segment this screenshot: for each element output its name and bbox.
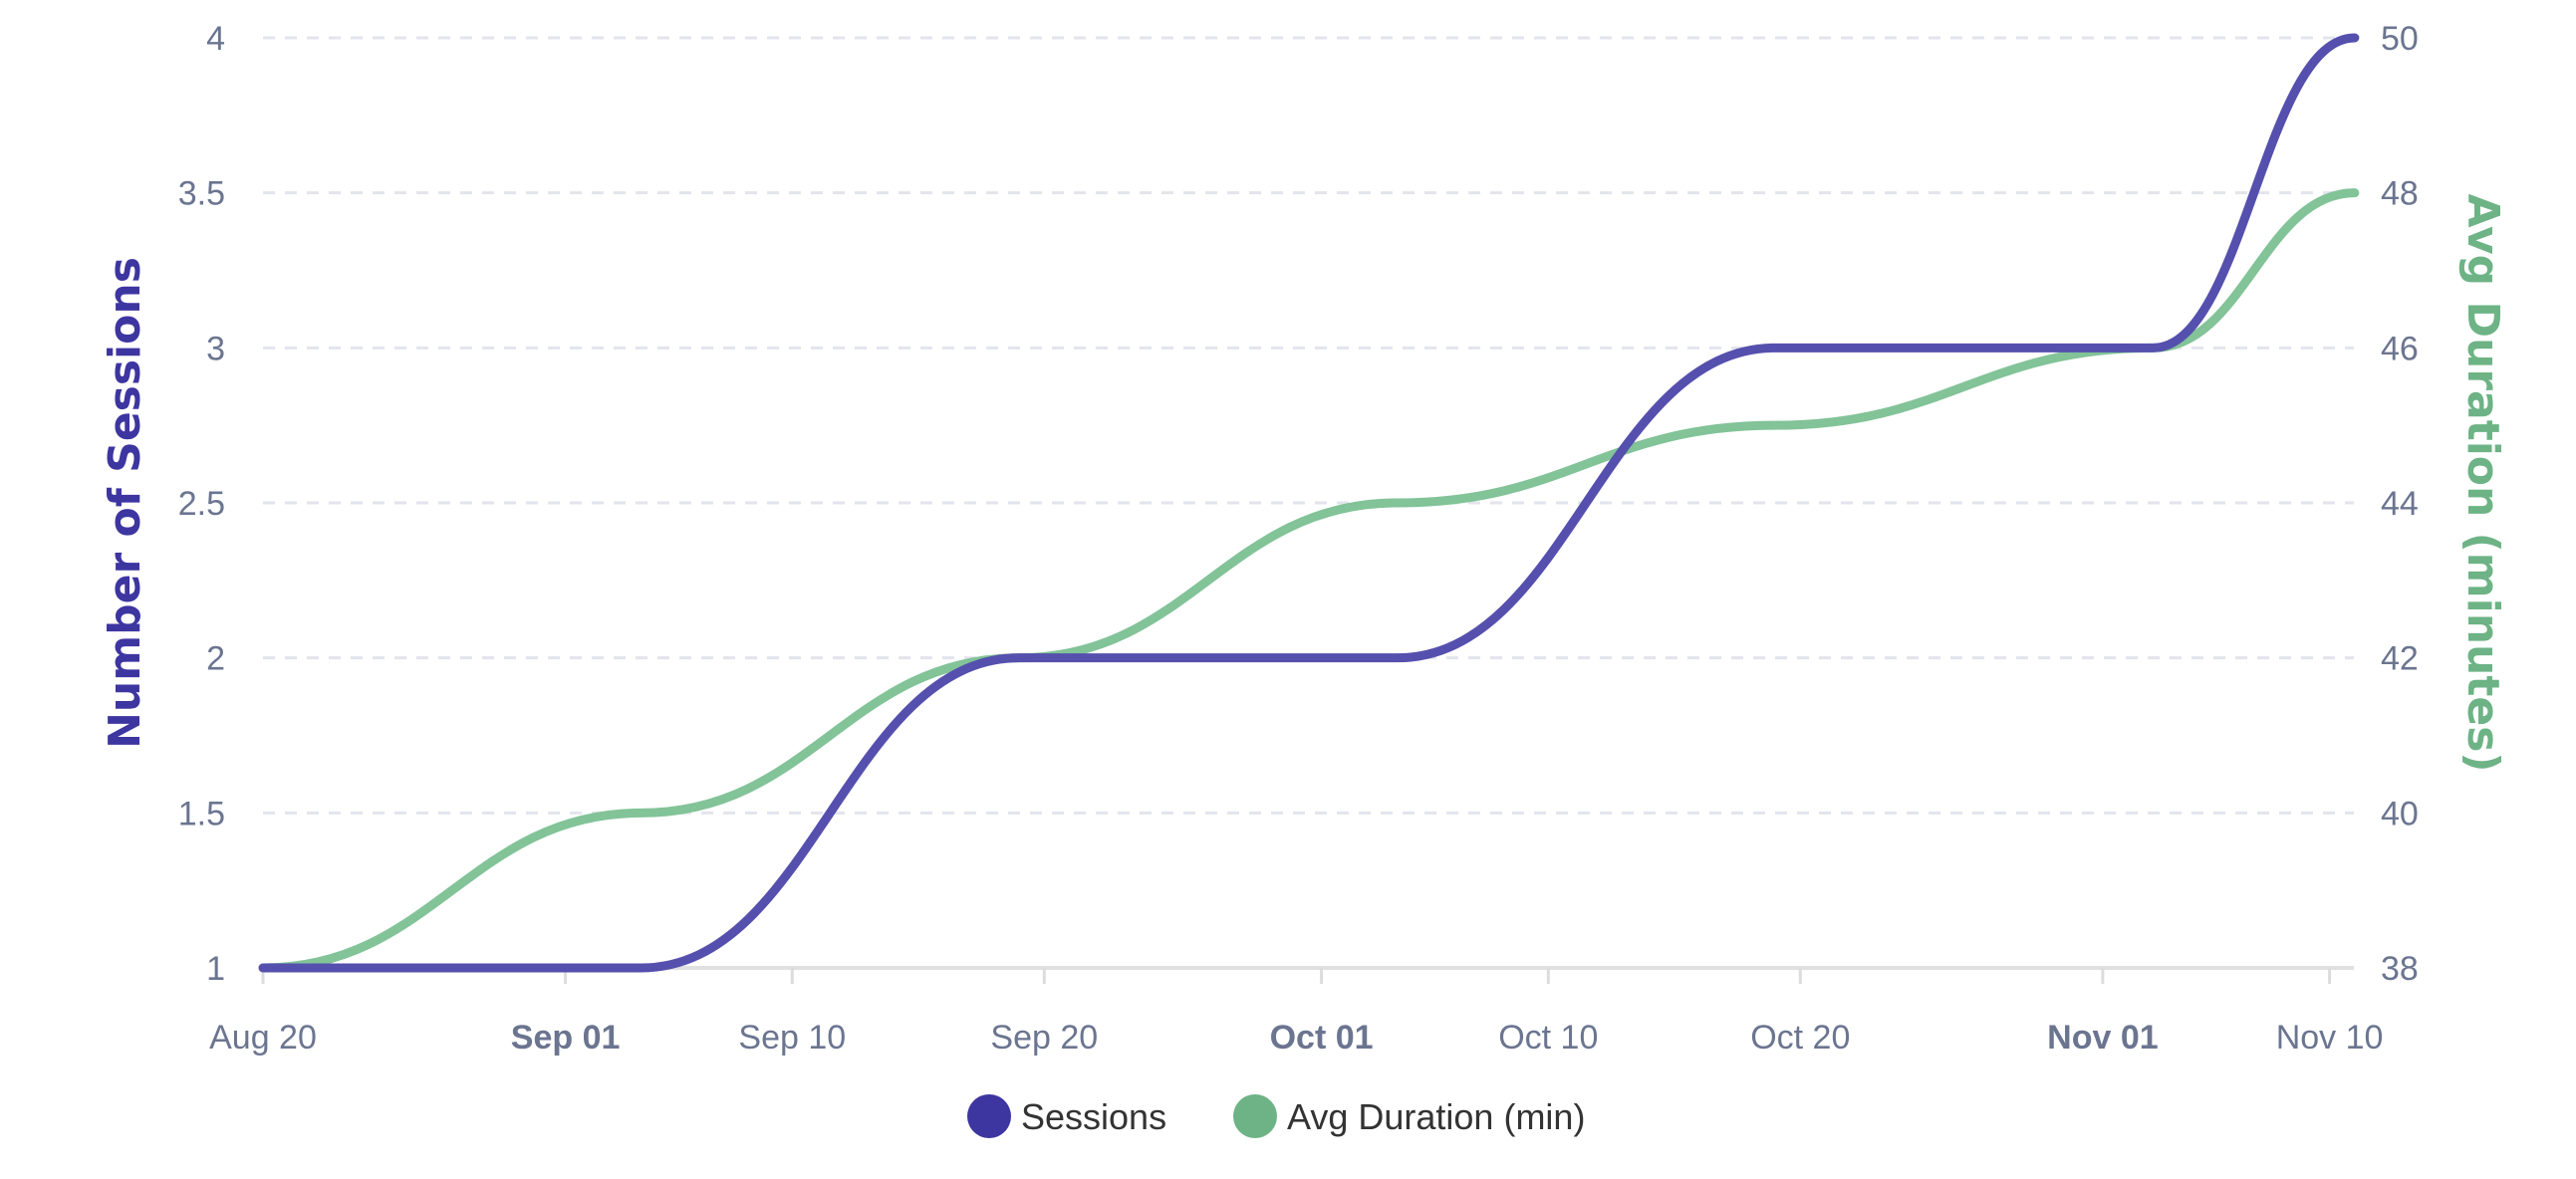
y-axis-left: 1 1.5 2 2.5 3 3.5 4 [178, 20, 225, 988]
series-lines [258, 33, 2360, 973]
x-tick-label: Aug 20 [209, 1019, 317, 1057]
legend-marker-avg-duration[interactable] [1233, 1094, 1277, 1138]
y-left-tick-label: 4 [206, 20, 225, 58]
legend-label-sessions[interactable]: Sessions [1021, 1096, 1166, 1137]
y-right-tick-label: 44 [2381, 485, 2419, 523]
x-axis: Aug 20 Sep 01 Sep 10 Sep 20 Oct 01 Oct 10 Oct … [209, 968, 2383, 1057]
y-right-tick-label: 40 [2381, 795, 2419, 832]
y-axis-right-title: Avg Duration (minutes) [2457, 193, 2508, 772]
y-left-tick-label: 3.5 [178, 175, 225, 213]
y-left-tick-label: 1.5 [178, 795, 225, 832]
x-tick-label: Oct 20 [1750, 1019, 1850, 1057]
y-left-tick-label: 3 [206, 330, 225, 367]
y-right-tick-label: 48 [2381, 175, 2419, 213]
y-axis-left-title: Number of Sessions [100, 257, 150, 749]
y-right-tick-label: 42 [2381, 640, 2419, 678]
x-tick-label: Nov 01 [2047, 1019, 2159, 1057]
legend-marker-sessions[interactable] [967, 1094, 1011, 1138]
x-tick-label: Sep 01 [511, 1019, 621, 1057]
y-left-tick-label: 2 [206, 640, 225, 678]
y-right-tick-label: 38 [2381, 950, 2419, 988]
series-line-sessions [258, 33, 2360, 973]
grid-lines [263, 36, 2354, 815]
x-tick-label: Nov 10 [2276, 1019, 2384, 1057]
y-left-tick-label: 2.5 [178, 485, 225, 523]
legend: Sessions Avg Duration (min) [967, 1094, 1585, 1138]
legend-label-avg-duration[interactable]: Avg Duration (min) [1287, 1096, 1585, 1137]
x-tick-label: Sep 20 [990, 1019, 1098, 1057]
y-left-tick-label: 1 [206, 950, 225, 988]
x-tick-label: Oct 10 [1498, 1019, 1598, 1057]
y-axis-right: 38 40 42 44 46 48 50 [2381, 20, 2419, 988]
x-tick-label: Sep 10 [738, 1019, 846, 1057]
y-right-tick-label: 46 [2381, 330, 2419, 367]
y-right-tick-label: 50 [2381, 20, 2419, 58]
series-line-avg-duration [258, 188, 2360, 973]
x-tick-label: Oct 01 [1270, 1019, 1374, 1057]
